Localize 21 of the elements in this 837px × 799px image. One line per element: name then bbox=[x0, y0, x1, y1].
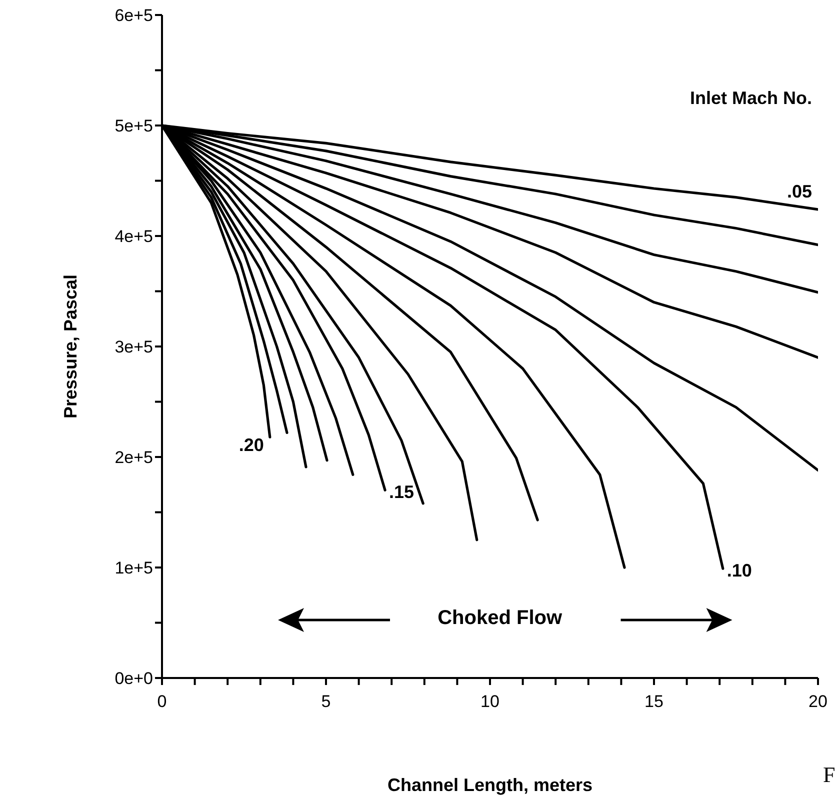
annotation: Choked Flow bbox=[438, 607, 562, 630]
text: F bbox=[823, 762, 836, 788]
y-tick-label: 5e+5 bbox=[114, 116, 153, 136]
x-tick-label: 10 bbox=[480, 692, 500, 712]
series-label: .10 bbox=[726, 560, 752, 581]
x-tick-label: 15 bbox=[644, 692, 664, 712]
series-label: .05 bbox=[786, 181, 812, 202]
y-tick-label: 1e+5 bbox=[114, 558, 153, 578]
y-tick-label: 3e+5 bbox=[114, 338, 153, 357]
y-axis-title: Pressure, Pascal bbox=[60, 274, 80, 419]
y-tick-label: 2e+5 bbox=[114, 448, 153, 468]
y-tick-label: 4e+5 bbox=[114, 227, 153, 246]
y-tick-label: 0e+0 bbox=[114, 669, 153, 688]
x-axis-title: Channel Length, meters bbox=[387, 775, 593, 795]
series-label: .20 bbox=[238, 435, 264, 456]
x-tick-label: 0 bbox=[157, 692, 167, 712]
y-tick-label: 6e+5 bbox=[114, 6, 153, 26]
series-label: .15 bbox=[389, 482, 414, 502]
x-tick-label: 20 bbox=[808, 692, 828, 712]
x-tick-label: 5 bbox=[321, 692, 331, 712]
annotation: Inlet Mach No. bbox=[690, 88, 812, 109]
